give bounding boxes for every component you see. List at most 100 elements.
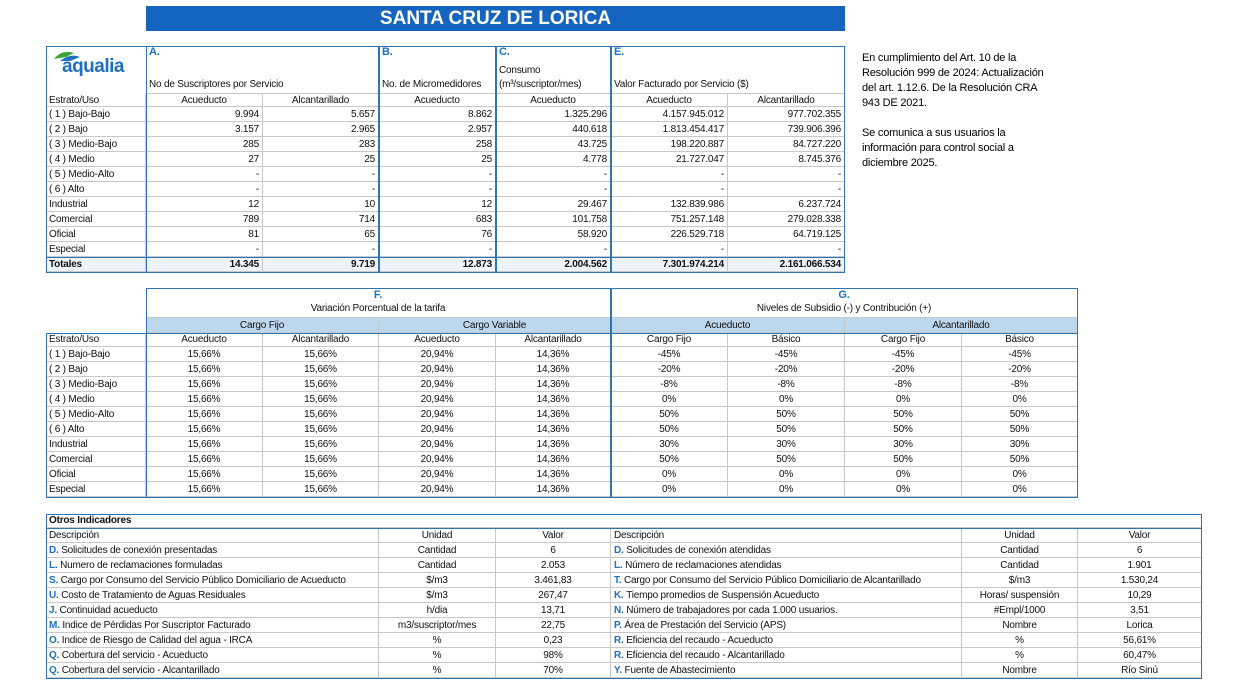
column-header: Acueducto	[379, 94, 496, 107]
value-cell: 64.719.125	[728, 227, 845, 242]
indicator-code: U.	[49, 590, 59, 601]
value-cell: 14,36%	[496, 362, 611, 377]
group-header: B. No. de Micromedidores	[379, 46, 496, 94]
indicator-value: 2.053	[496, 558, 611, 573]
indicator-unit: %	[379, 663, 496, 678]
value-cell: 8.862	[379, 107, 496, 122]
notice-line: En cumplimiento del Art. 10 de la	[862, 52, 1017, 64]
value-cell: 15,66%	[146, 362, 263, 377]
indicator-code: S.	[49, 575, 59, 586]
indicator-code: K.	[614, 590, 624, 601]
column-header: Acueducto	[146, 333, 263, 347]
value-cell: 15,66%	[263, 377, 379, 392]
value-cell: 12	[379, 197, 496, 212]
value-cell: 14,36%	[496, 407, 611, 422]
value-cell: 258	[379, 137, 496, 152]
row-label: Totales	[46, 257, 146, 272]
value-cell: -45%	[962, 347, 1078, 362]
row-label: Especial	[46, 482, 146, 497]
value-cell: 14,36%	[496, 467, 611, 482]
group-header: G. Niveles de Subsidio (-) y Contribución…	[611, 288, 1078, 318]
value-cell: 50%	[962, 422, 1078, 437]
indicator-description: R. Eficiencia del recaudo - Acueducto	[611, 633, 962, 648]
value-cell: 12.873	[379, 257, 496, 272]
value-cell: 12	[146, 197, 263, 212]
indicator-code: L.	[614, 560, 623, 571]
value-cell: -	[496, 167, 611, 182]
value-cell: 14,36%	[496, 422, 611, 437]
value-cell: -20%	[728, 362, 845, 377]
indicator-description: M. Indice de Pérdidas Por Suscriptor Fac…	[46, 618, 379, 633]
value-cell: -	[496, 182, 611, 197]
value-cell: 15,66%	[146, 437, 263, 452]
indicator-unit: Horas/ suspensión	[962, 588, 1078, 603]
indicator-code: N.	[614, 605, 624, 616]
value-cell: 9.719	[263, 257, 379, 272]
column-header: Estrato/Uso	[46, 333, 146, 347]
indicator-unit: Cantidad	[379, 558, 496, 573]
value-cell: -	[146, 167, 263, 182]
indicator-value: 3.461,83	[496, 573, 611, 588]
group-label: Niveles de Subsidio (-) y Contribución (…	[756, 303, 932, 314]
row-label: ( 2 ) Bajo	[46, 122, 146, 137]
column-header: Alcantarillado	[728, 94, 845, 107]
indicator-description: L. Número de reclamaciones atendidas	[611, 558, 962, 573]
value-cell: -	[728, 242, 845, 257]
value-cell: 7.301.974.214	[611, 257, 728, 272]
value-cell: 50%	[845, 452, 962, 467]
value-cell: -	[611, 167, 728, 182]
indicator-text: Cargo por Consumo del Servicio Público D…	[60, 575, 346, 586]
value-cell: 50%	[728, 422, 845, 437]
value-cell: 21.727.047	[611, 152, 728, 167]
value-cell: 14,36%	[496, 482, 611, 497]
value-cell: 50%	[611, 422, 728, 437]
value-cell: 0%	[728, 392, 845, 407]
value-cell: 14,36%	[496, 377, 611, 392]
indicator-text: Eficiencia del recaudo - Alcantarillado	[626, 650, 785, 661]
column-header: Acueducto	[496, 94, 611, 107]
column-header: Acueducto	[146, 94, 263, 107]
value-cell: 226.529.718	[611, 227, 728, 242]
row-label: ( 5 ) Medio-Alto	[46, 167, 146, 182]
indicator-value: 70%	[496, 663, 611, 678]
row-label: ( 4 ) Medio	[46, 152, 146, 167]
value-cell: 3.157	[146, 122, 263, 137]
value-cell: -	[263, 182, 379, 197]
indicator-code: T.	[614, 575, 622, 586]
value-cell: 20,94%	[379, 362, 496, 377]
group-label: No. de Micromedidores	[382, 79, 482, 90]
row-label: ( 6 ) Alto	[46, 422, 146, 437]
section-title: Otros Indicadores	[46, 514, 1202, 528]
value-cell: 20,94%	[379, 392, 496, 407]
value-cell: 50%	[611, 452, 728, 467]
group-letter: C.	[499, 46, 510, 58]
indicator-value: 6	[496, 543, 611, 558]
subgroup-header: Alcantarillado	[845, 318, 1078, 333]
value-cell: 0%	[728, 467, 845, 482]
value-cell: 25	[379, 152, 496, 167]
column-header: Valor	[496, 528, 611, 543]
value-cell: 5.657	[263, 107, 379, 122]
indicator-value: 60,47%	[1078, 648, 1202, 663]
indicator-text: Continuidad acueducto	[59, 605, 158, 616]
value-cell: 1.813.454.417	[611, 122, 728, 137]
indicator-code: R.	[614, 635, 624, 646]
indicator-unit: Cantidad	[962, 558, 1078, 573]
value-cell: 50%	[611, 407, 728, 422]
value-cell: 43.725	[496, 137, 611, 152]
indicator-unit: %	[379, 633, 496, 648]
indicator-unit: Nombre	[962, 618, 1078, 633]
value-cell: 0%	[728, 482, 845, 497]
indicator-description: N. Número de trabajadores por cada 1.000…	[611, 603, 962, 618]
indicator-value: Lorica	[1078, 618, 1202, 633]
value-cell: 10	[263, 197, 379, 212]
indicator-text: Solicitudes de conexión presentadas	[61, 545, 218, 556]
column-header: Descripción	[46, 528, 379, 543]
value-cell: 739.906.396	[728, 122, 845, 137]
indicator-value: Río Sinú	[1078, 663, 1202, 678]
value-cell: -	[611, 242, 728, 257]
value-cell: 0%	[962, 482, 1078, 497]
value-cell: 285	[146, 137, 263, 152]
indicator-description: R. Eficiencia del recaudo - Alcantarilla…	[611, 648, 962, 663]
value-cell: 81	[146, 227, 263, 242]
